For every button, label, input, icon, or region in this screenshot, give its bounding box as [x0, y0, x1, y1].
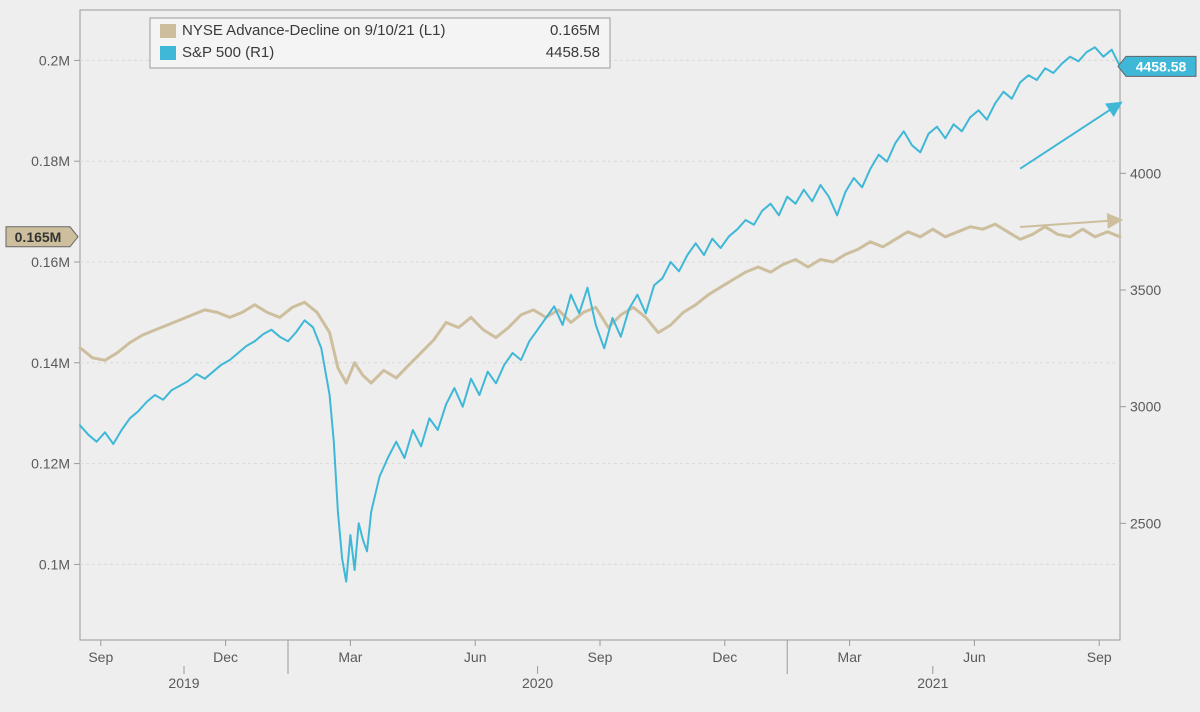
- y-left-tick-label: 0.12M: [31, 456, 70, 472]
- legend: NYSE Advance-Decline on 9/10/21 (L1) 0.16…: [150, 18, 610, 68]
- chart-svg: 0.1M 0.12M 0.14M 0.16M 0.18M 0.2M 2500 3000 3500…: [0, 0, 1200, 712]
- x-tick-label: Jun: [464, 649, 487, 665]
- x-tick-label: Dec: [213, 649, 238, 665]
- x-tick-label: Sep: [588, 649, 613, 665]
- x-tick-label: Dec: [712, 649, 737, 665]
- legend-item-label: S&P 500 (R1): [182, 44, 274, 61]
- y-right-tick-label: 3500: [1130, 282, 1161, 298]
- x-year-label: 2021: [917, 675, 948, 691]
- y-left-tick-label: 0.2M: [39, 52, 70, 68]
- legend-item-value: 0.165M: [550, 22, 600, 39]
- legend-item-label: NYSE Advance-Decline on 9/10/21 (L1): [182, 22, 446, 39]
- x-tick-label: Sep: [1087, 649, 1112, 665]
- legend-item-value: 4458.58: [546, 44, 600, 61]
- y-right-tick-label: 2500: [1130, 515, 1161, 531]
- y-left-tick-label: 0.14M: [31, 355, 70, 371]
- right-callout-label: 4458.58: [1136, 58, 1187, 74]
- y-left-tick-label: 0.16M: [31, 254, 70, 270]
- y-right-tick-label: 4000: [1130, 165, 1161, 181]
- x-tick-label: Jun: [963, 649, 986, 665]
- legend-swatch: [160, 46, 176, 60]
- chart-background: [0, 0, 1200, 712]
- x-tick-label: Mar: [338, 649, 362, 665]
- y-right-tick-label: 3000: [1130, 399, 1161, 415]
- y-left-tick-label: 0.18M: [31, 153, 70, 169]
- chart-container: 0.1M 0.12M 0.14M 0.16M 0.18M 0.2M 2500 3000 3500…: [0, 0, 1200, 712]
- y-left-tick-label: 0.1M: [39, 556, 70, 572]
- x-tick-label: Sep: [88, 649, 113, 665]
- x-year-label: 2019: [168, 675, 199, 691]
- x-tick-label: Mar: [838, 649, 862, 665]
- x-year-label: 2020: [522, 675, 553, 691]
- legend-swatch: [160, 24, 176, 38]
- left-callout-label: 0.165M: [15, 229, 62, 245]
